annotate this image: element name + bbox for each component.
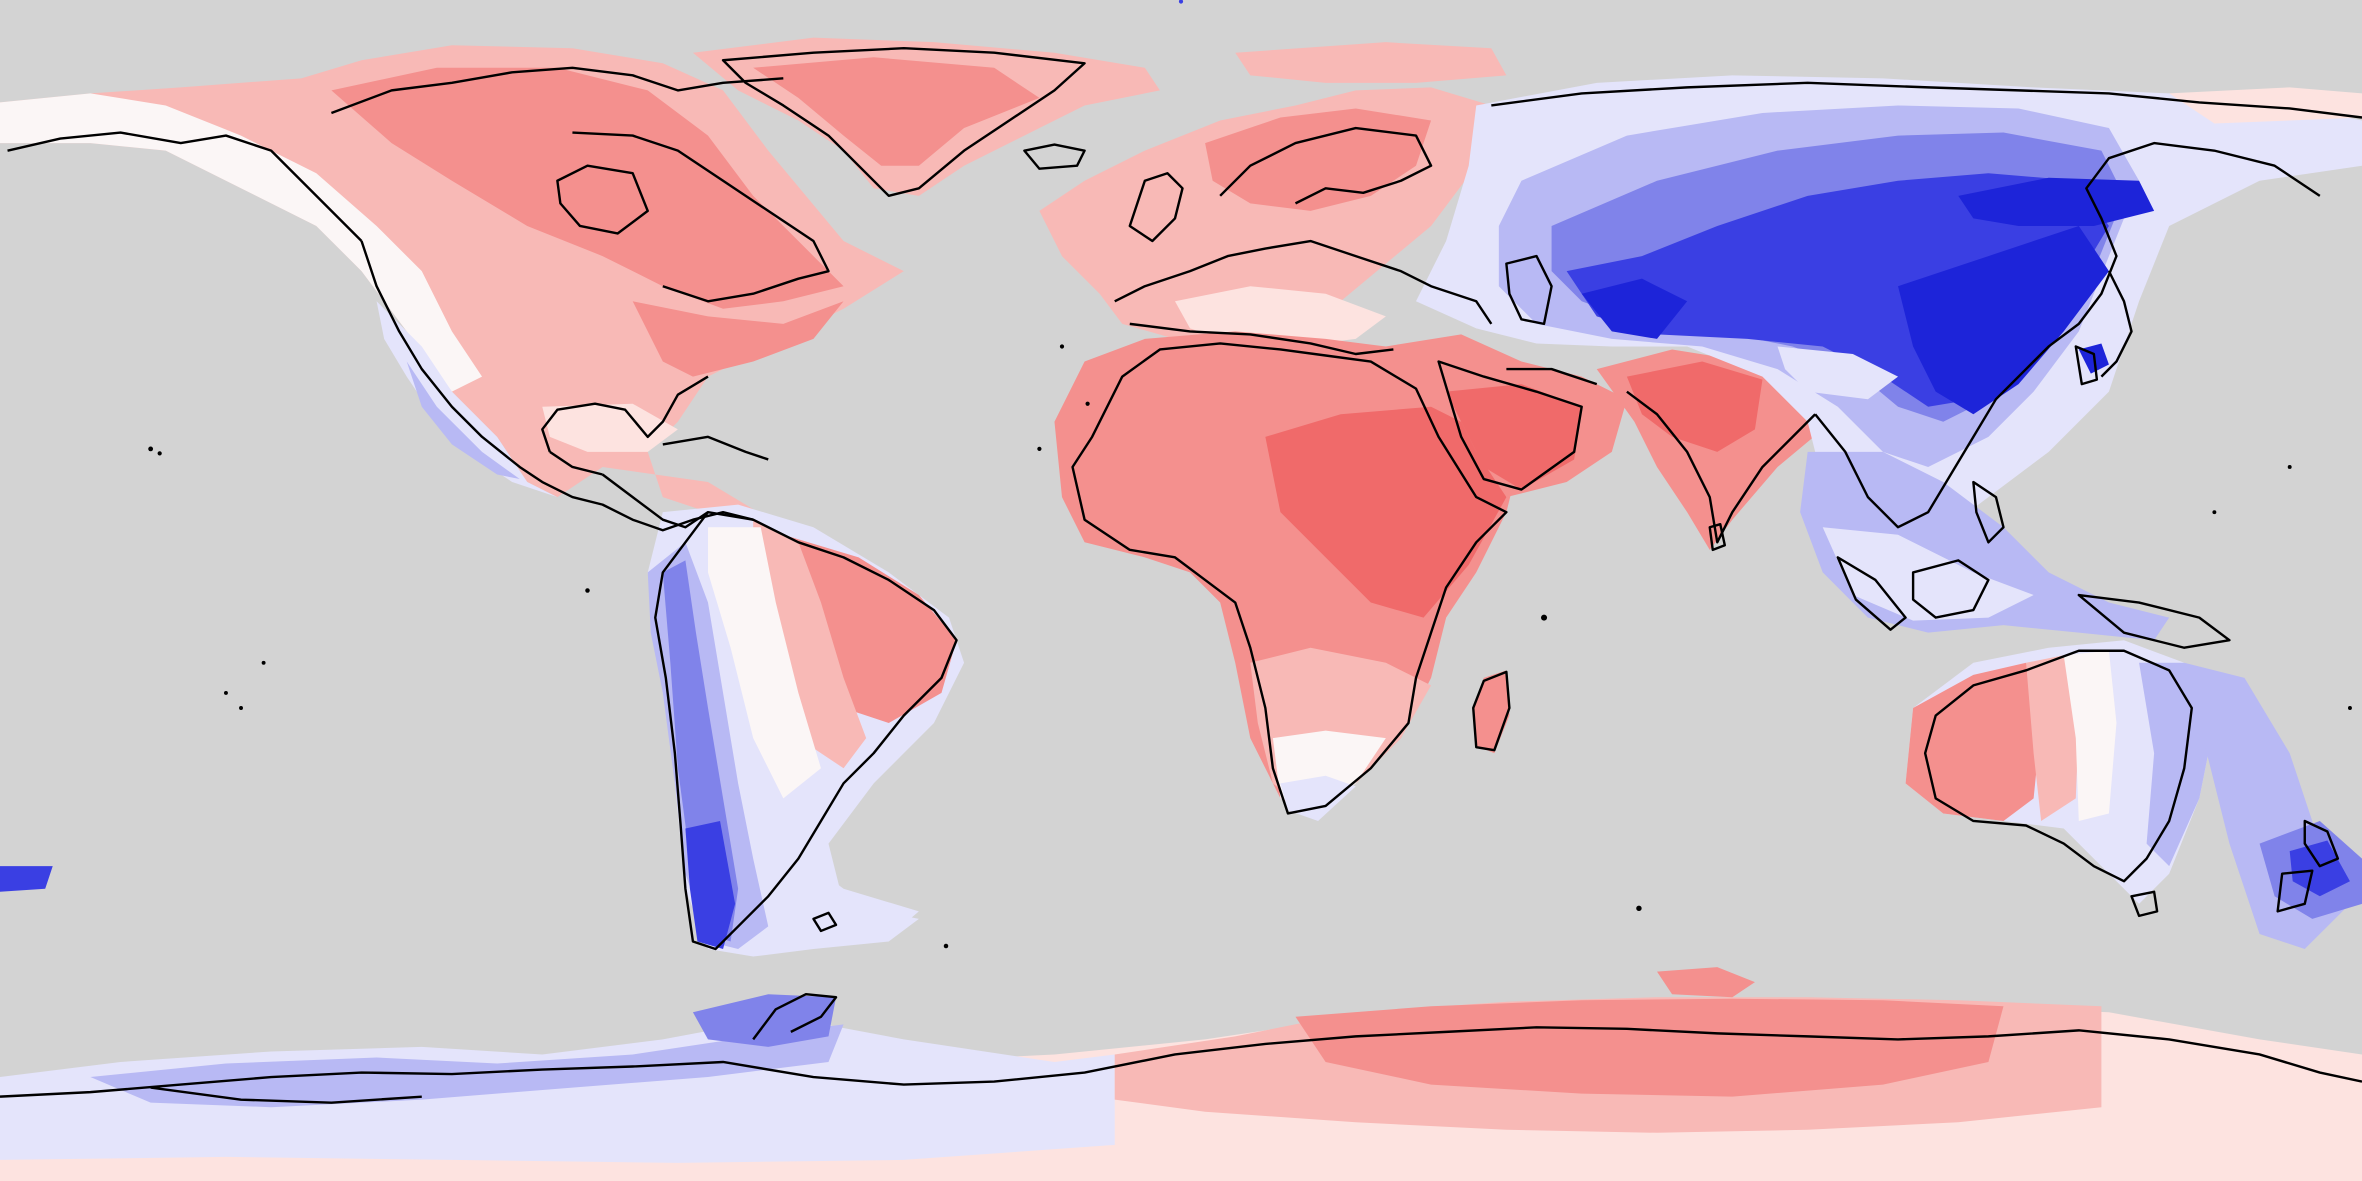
africa-anomaly <box>1054 331 1823 821</box>
coast-siberia-north <box>1491 81 2362 119</box>
island-polynesia-1 <box>223 690 228 695</box>
coast-arabia <box>1437 360 1583 491</box>
new-zealand-extreme <box>2289 840 2350 897</box>
central-asia-extreme-cool <box>1581 278 1688 339</box>
australia-mid-mild <box>2026 655 2079 821</box>
coast-falklands <box>812 911 838 933</box>
island-pacific-3 <box>2347 706 2352 710</box>
australia-west-warm <box>1905 662 2042 821</box>
coast-alaska <box>7 131 363 242</box>
coast-antarctica <box>0 1026 2362 1098</box>
antarctica-west-mild-cool <box>90 1024 844 1108</box>
coast-scandinavia <box>1219 126 1433 205</box>
island-dots <box>148 0 2352 949</box>
coast-greenland <box>721 46 1086 198</box>
arctic-europe-warm <box>1235 42 1507 83</box>
sahara-strong-warm <box>1265 406 1507 618</box>
island-pacific-1 <box>2212 510 2217 515</box>
island-cape-verde <box>1037 446 1042 452</box>
coast-newguinea <box>2077 593 2231 649</box>
island-kerguelen <box>1636 905 1642 912</box>
southern-ocean-warm-patch <box>1657 967 1755 998</box>
coast-new-zealand-north <box>2303 819 2340 868</box>
brazil-mild <box>753 519 867 769</box>
island-galapagos <box>585 588 590 593</box>
coast-madagascar <box>1472 670 1511 752</box>
north-america-pink-east <box>632 301 844 377</box>
south-america-anomaly <box>647 504 965 957</box>
coast-na-west <box>360 240 754 532</box>
coast-south-america <box>654 510 958 951</box>
north-america-cool-west-coast <box>376 301 558 498</box>
coast-na-east <box>541 375 709 453</box>
island-marker-top <box>1178 0 1184 4</box>
coast-caribbean-islands <box>662 435 769 461</box>
coast-persian <box>1506 367 1598 386</box>
antarctica-west-faint-cool <box>0 1016 1115 1163</box>
island-polynesia-3 <box>261 660 266 665</box>
coast-antarctic-peninsula <box>752 993 838 1041</box>
coast-se-asia <box>1814 141 2321 529</box>
europe-anomaly <box>1039 42 1507 347</box>
greenland-core <box>753 57 1040 166</box>
caribbean-neutral <box>542 403 678 452</box>
coast-india <box>1626 390 1817 544</box>
mediterranean-neutral <box>1174 286 1386 347</box>
coast-africa <box>1071 342 1508 815</box>
australia-east-cool <box>2139 662 2215 867</box>
island-azores <box>1059 344 1065 349</box>
argentina-faint <box>768 843 919 947</box>
coast-ross-ice <box>150 1086 422 1104</box>
coast-sumatra <box>1836 556 1907 631</box>
coast-australia <box>1923 649 2193 883</box>
coastlines <box>0 46 2362 1104</box>
coast-gulf <box>549 450 603 476</box>
island-south-georgia <box>943 943 949 949</box>
coast-korea <box>2074 345 2099 386</box>
coast-britain <box>1128 172 1184 243</box>
siberia-extreme-cool <box>1958 177 2155 226</box>
south-africa-cool-tip <box>1280 775 1356 821</box>
island-hawaii <box>148 446 154 452</box>
greenland-anomaly <box>692 37 1160 196</box>
north-america-warm-core <box>331 67 844 309</box>
coast-srilanka <box>1708 523 1727 552</box>
asia-anomaly <box>1415 75 2362 543</box>
scandinavia-warm <box>1205 108 1432 211</box>
coast-borneo <box>1911 559 1990 619</box>
tibet-neutral <box>1777 346 1899 400</box>
brazil-neutral <box>707 527 821 799</box>
island-hawaii-2 <box>157 451 162 456</box>
australia-center-neutral <box>2063 650 2117 821</box>
coast-arctic-islands <box>330 66 784 115</box>
india-strong <box>1626 361 1763 452</box>
coast-iceland <box>1023 143 1086 170</box>
coast-mediterranean <box>1129 322 1394 356</box>
antarctica-anomaly <box>0 967 2362 1181</box>
coast-japan <box>2100 270 2133 378</box>
southwest-pacific-cool <box>0 866 53 892</box>
coast-philippines <box>1972 480 2005 544</box>
coast-new-zealand-south <box>2276 869 2314 913</box>
coast-tasmania <box>2130 890 2159 918</box>
coast-europe <box>1114 239 1493 325</box>
island-pacific-2 <box>2287 465 2292 469</box>
coast-canada-east <box>572 131 830 303</box>
antarctica-east-warm <box>1295 998 2004 1097</box>
patagonia-strong <box>685 820 736 950</box>
arabia-strong <box>1446 384 1582 490</box>
island-canaries <box>1085 401 1090 406</box>
island-polynesia-2 <box>239 706 243 710</box>
north-america-anomaly <box>0 45 904 543</box>
coast-caspian <box>1505 254 1553 326</box>
siberia-east-faint <box>2169 87 2362 124</box>
coast-hudson <box>556 164 649 235</box>
island-mauritius <box>1541 614 1548 621</box>
coast-central-america <box>601 473 709 529</box>
antarctic-peninsula-cool <box>692 994 837 1047</box>
north-america-neutral-west <box>0 93 483 392</box>
east-china-extreme-cool <box>1898 225 2109 415</box>
